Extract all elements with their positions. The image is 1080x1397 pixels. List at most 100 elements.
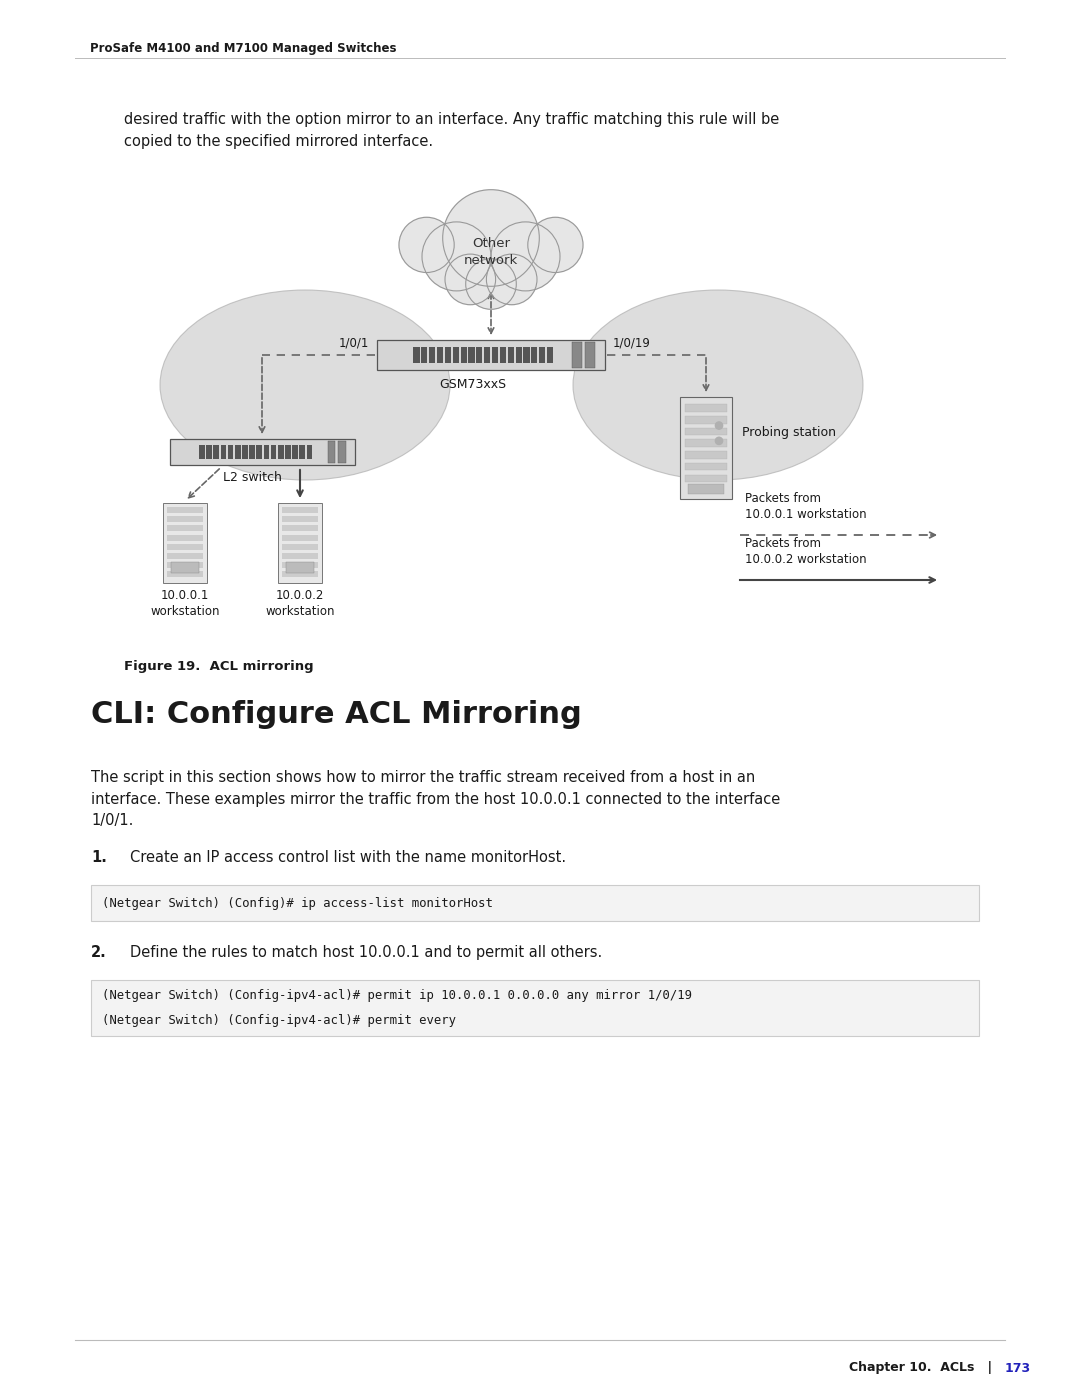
FancyBboxPatch shape <box>539 348 545 356</box>
Text: L2 switch: L2 switch <box>222 471 282 483</box>
FancyBboxPatch shape <box>220 451 226 458</box>
FancyBboxPatch shape <box>264 446 269 453</box>
FancyBboxPatch shape <box>206 446 212 453</box>
FancyBboxPatch shape <box>166 562 203 569</box>
Text: (Netgear Switch) (Config-ipv4-acl)# permit ip 10.0.0.1 0.0.0.0 any mirror 1/0/19: (Netgear Switch) (Config-ipv4-acl)# perm… <box>102 989 692 1002</box>
FancyBboxPatch shape <box>166 553 203 559</box>
FancyBboxPatch shape <box>524 355 529 363</box>
FancyBboxPatch shape <box>500 348 507 356</box>
Circle shape <box>491 222 561 291</box>
FancyBboxPatch shape <box>508 355 514 363</box>
FancyBboxPatch shape <box>685 475 727 482</box>
FancyBboxPatch shape <box>256 446 262 453</box>
FancyBboxPatch shape <box>278 446 284 453</box>
FancyBboxPatch shape <box>414 348 420 356</box>
Text: 10.0.0.1
workstation: 10.0.0.1 workstation <box>150 590 219 617</box>
FancyBboxPatch shape <box>228 446 233 453</box>
FancyBboxPatch shape <box>166 571 203 577</box>
FancyBboxPatch shape <box>685 451 727 458</box>
FancyBboxPatch shape <box>688 483 725 495</box>
FancyBboxPatch shape <box>685 404 727 412</box>
FancyBboxPatch shape <box>469 348 474 356</box>
FancyBboxPatch shape <box>278 451 284 458</box>
Text: Figure 19.  ACL mirroring: Figure 19. ACL mirroring <box>124 659 313 673</box>
FancyBboxPatch shape <box>429 355 435 363</box>
FancyBboxPatch shape <box>484 355 490 363</box>
Text: Packets from
10.0.0.2 workstation: Packets from 10.0.0.2 workstation <box>745 536 866 566</box>
FancyBboxPatch shape <box>421 355 428 363</box>
FancyBboxPatch shape <box>338 441 347 462</box>
FancyBboxPatch shape <box>199 451 205 458</box>
FancyBboxPatch shape <box>515 348 522 356</box>
FancyBboxPatch shape <box>293 446 298 453</box>
FancyBboxPatch shape <box>235 446 241 453</box>
FancyBboxPatch shape <box>299 451 305 458</box>
FancyBboxPatch shape <box>171 562 199 573</box>
FancyBboxPatch shape <box>546 348 553 356</box>
FancyBboxPatch shape <box>170 439 354 465</box>
FancyBboxPatch shape <box>508 348 514 356</box>
FancyBboxPatch shape <box>445 348 451 356</box>
FancyBboxPatch shape <box>437 355 443 363</box>
FancyBboxPatch shape <box>206 451 212 458</box>
Text: 1/0/1: 1/0/1 <box>339 337 369 349</box>
FancyBboxPatch shape <box>282 517 319 522</box>
FancyBboxPatch shape <box>307 451 312 458</box>
Circle shape <box>443 190 539 286</box>
FancyBboxPatch shape <box>249 451 255 458</box>
FancyBboxPatch shape <box>285 451 291 458</box>
Text: Create an IP access control list with the name monitorHost.: Create an IP access control list with th… <box>130 849 566 865</box>
FancyBboxPatch shape <box>214 451 219 458</box>
Text: 173: 173 <box>1005 1362 1031 1375</box>
FancyBboxPatch shape <box>242 451 247 458</box>
FancyBboxPatch shape <box>469 355 474 363</box>
FancyBboxPatch shape <box>271 446 276 453</box>
FancyBboxPatch shape <box>220 446 226 453</box>
Text: Chapter 10.  ACLs   |: Chapter 10. ACLs | <box>849 1362 1005 1375</box>
FancyBboxPatch shape <box>585 342 595 367</box>
FancyBboxPatch shape <box>685 427 727 436</box>
Circle shape <box>465 258 516 309</box>
FancyBboxPatch shape <box>285 446 291 453</box>
Circle shape <box>445 254 496 305</box>
FancyBboxPatch shape <box>492 348 498 356</box>
Text: Define the rules to match host 10.0.0.1 and to permit all others.: Define the rules to match host 10.0.0.1 … <box>130 944 603 960</box>
FancyBboxPatch shape <box>282 507 319 513</box>
FancyBboxPatch shape <box>293 451 298 458</box>
FancyBboxPatch shape <box>421 348 428 356</box>
FancyBboxPatch shape <box>271 451 276 458</box>
FancyBboxPatch shape <box>299 446 305 453</box>
FancyBboxPatch shape <box>685 416 727 423</box>
FancyBboxPatch shape <box>572 342 581 367</box>
Text: GSM73xxS: GSM73xxS <box>440 379 507 391</box>
Circle shape <box>486 254 537 305</box>
Circle shape <box>715 437 723 444</box>
FancyBboxPatch shape <box>282 571 319 577</box>
FancyBboxPatch shape <box>214 446 219 453</box>
Text: (Netgear Switch) (Config-ipv4-acl)# permit every: (Netgear Switch) (Config-ipv4-acl)# perm… <box>102 1014 456 1027</box>
Text: 1/0/19: 1/0/19 <box>613 337 651 349</box>
FancyBboxPatch shape <box>414 355 420 363</box>
FancyBboxPatch shape <box>685 462 727 471</box>
FancyBboxPatch shape <box>531 348 538 356</box>
FancyBboxPatch shape <box>327 441 336 462</box>
Circle shape <box>422 222 491 291</box>
FancyBboxPatch shape <box>307 446 312 453</box>
Text: desired traffic with the option mirror to an interface. Any traffic matching thi: desired traffic with the option mirror t… <box>124 112 780 148</box>
FancyBboxPatch shape <box>453 348 459 356</box>
FancyBboxPatch shape <box>282 535 319 541</box>
FancyBboxPatch shape <box>166 507 203 513</box>
FancyBboxPatch shape <box>91 981 980 1037</box>
FancyBboxPatch shape <box>546 355 553 363</box>
FancyBboxPatch shape <box>539 355 545 363</box>
FancyBboxPatch shape <box>91 886 980 921</box>
FancyBboxPatch shape <box>166 517 203 522</box>
FancyBboxPatch shape <box>163 503 207 583</box>
FancyBboxPatch shape <box>282 525 319 531</box>
FancyBboxPatch shape <box>476 355 483 363</box>
Text: Packets from
10.0.0.1 workstation: Packets from 10.0.0.1 workstation <box>745 492 866 521</box>
FancyBboxPatch shape <box>377 339 605 370</box>
FancyBboxPatch shape <box>515 355 522 363</box>
FancyBboxPatch shape <box>286 562 314 573</box>
FancyBboxPatch shape <box>264 451 269 458</box>
